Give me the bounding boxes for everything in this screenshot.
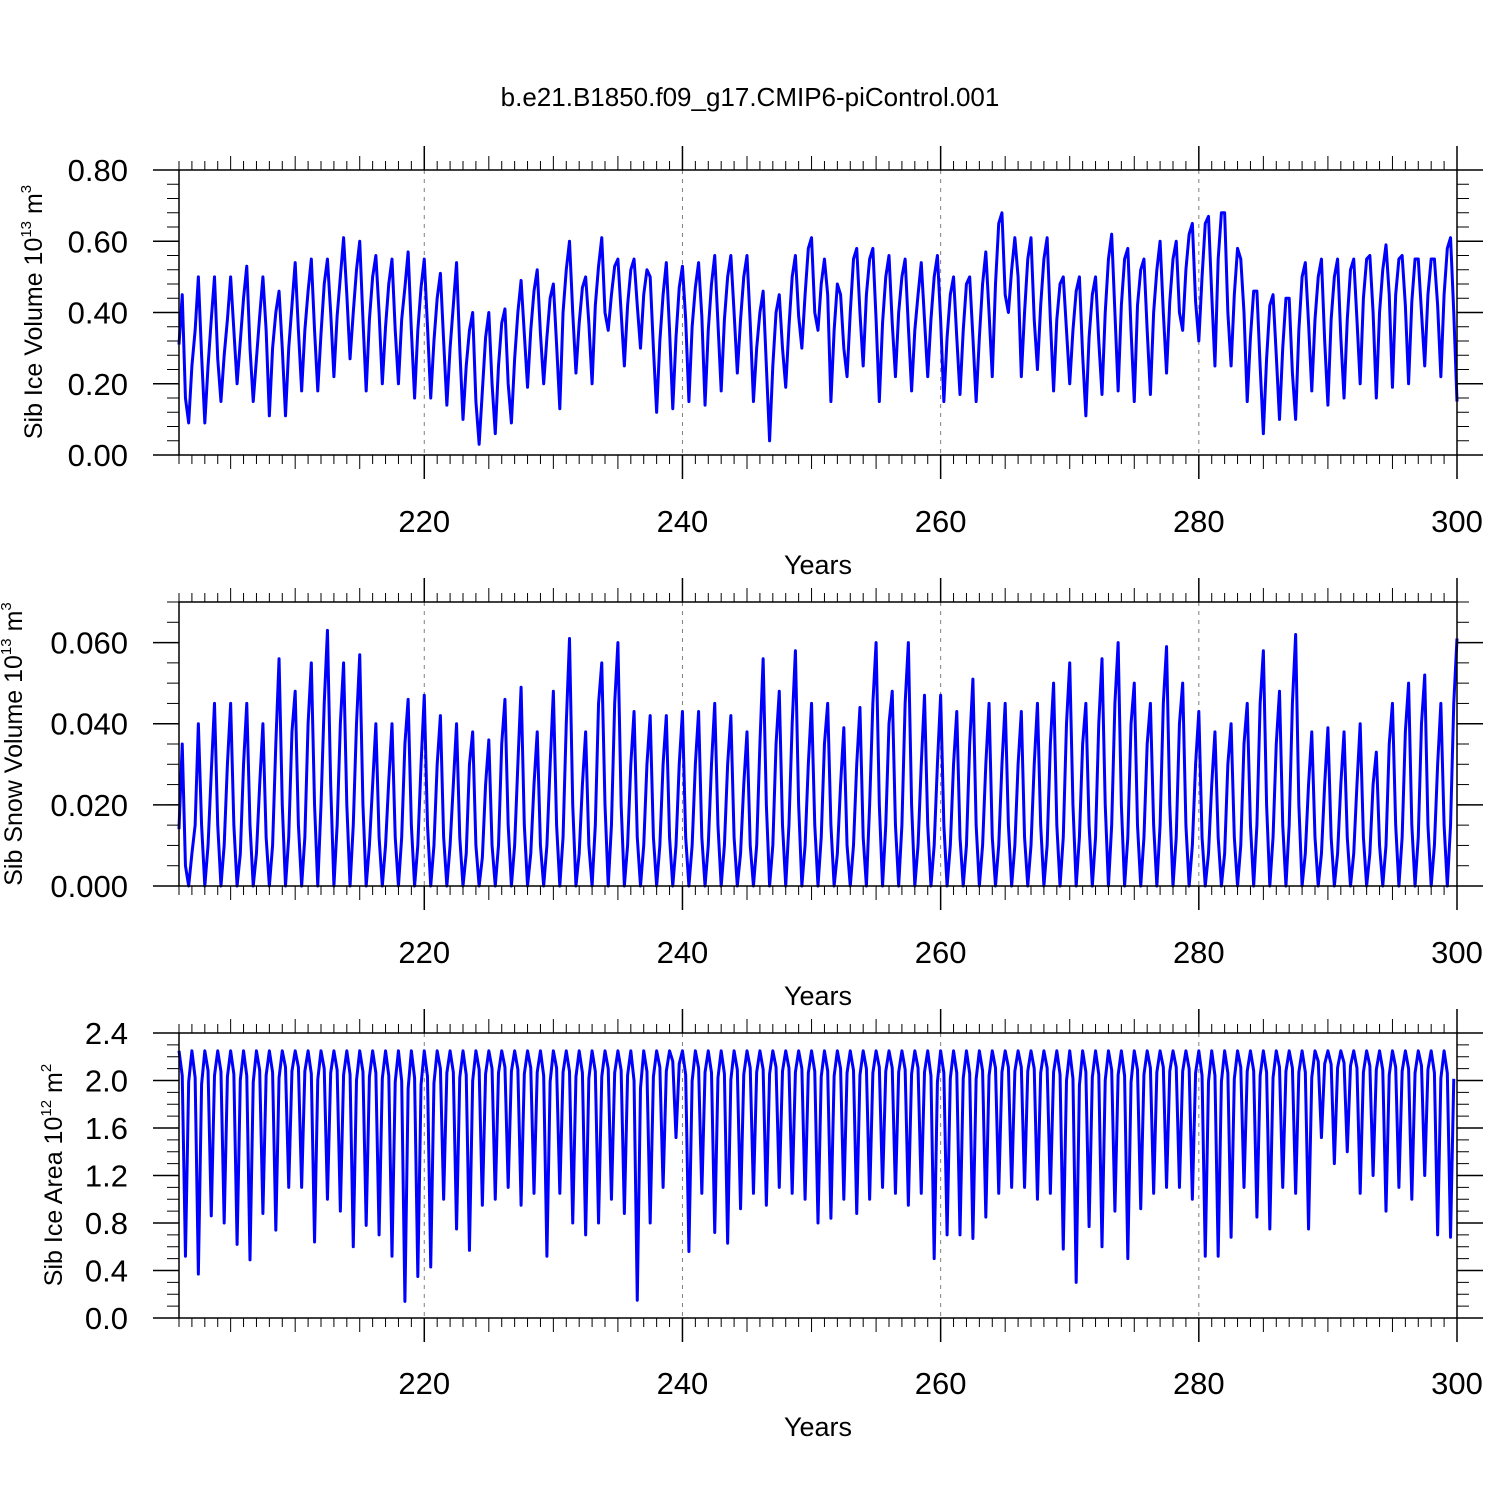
y-tick-label: 0.0	[85, 1301, 128, 1336]
x-tick-label: 280	[1173, 1366, 1225, 1401]
x-axis-label: Years	[784, 1412, 852, 1442]
x-axis-label: Years	[784, 550, 852, 580]
sib-ice-volume-panel: 0.00 0.20 0.40 0.60 0.80 220 240 260 280 300 Years…	[18, 146, 1483, 580]
y-tick-label: 1.6	[85, 1111, 128, 1146]
x-tick-label: 280	[1173, 504, 1225, 539]
y-tick-label: 0.8	[85, 1206, 128, 1241]
y-tick-label: 0.60	[68, 224, 128, 259]
x-tick-label: 220	[398, 1366, 450, 1401]
x-axis-label: Years	[784, 981, 852, 1011]
x-tick-label: 240	[657, 935, 709, 970]
y-tick-label: 0.4	[85, 1254, 128, 1289]
data-line	[177, 628, 1459, 888]
y-tick-label: 0.020	[50, 788, 128, 823]
x-tick-label: 260	[915, 1366, 967, 1401]
y-axis-label: Sib Snow Volume 1013 m3	[0, 602, 28, 886]
x-tick-label: 240	[657, 504, 709, 539]
x-tick-label: 260	[915, 935, 967, 970]
x-tick-label: 300	[1431, 504, 1483, 539]
x-tick-label: 280	[1173, 935, 1225, 970]
sib-snow-volume-panel: 0.000 0.020 0.040 0.060 220 240 260 280 300 Years…	[0, 578, 1483, 1011]
data-line	[177, 211, 1459, 446]
x-tick-label: 300	[1431, 935, 1483, 970]
y-tick-label: 0.40	[68, 296, 128, 331]
y-tick-label: 0.20	[68, 367, 128, 402]
y-tick-label: 0.040	[50, 707, 128, 742]
x-tick-label: 220	[398, 504, 450, 539]
y-tick-label: 0.00	[68, 438, 128, 473]
data-line	[177, 1049, 1456, 1303]
x-tick-label: 240	[657, 1366, 709, 1401]
x-tick-label: 220	[398, 935, 450, 970]
y-tick-label: 2.4	[85, 1016, 128, 1051]
y-tick-label: 0.80	[68, 153, 128, 188]
sib-ice-area-panel: 0.0 0.4 0.8 1.2 1.6 2.0 2.4 220 240 260 280 300 Year…	[38, 1009, 1483, 1442]
figure-title: b.e21.B1850.f09_g17.CMIP6-piControl.001	[501, 82, 1000, 112]
y-tick-label: 0.000	[50, 869, 128, 904]
y-tick-label: 1.2	[85, 1159, 128, 1194]
y-axis-label: Sib Ice Volume 1013 m3	[18, 185, 48, 439]
x-tick-label: 260	[915, 504, 967, 539]
y-axis-label: Sib Ice Area 1012 m2	[38, 1064, 68, 1286]
y-tick-label: 2.0	[85, 1064, 128, 1099]
x-tick-label: 300	[1431, 1366, 1483, 1401]
y-tick-label: 0.060	[50, 626, 128, 661]
